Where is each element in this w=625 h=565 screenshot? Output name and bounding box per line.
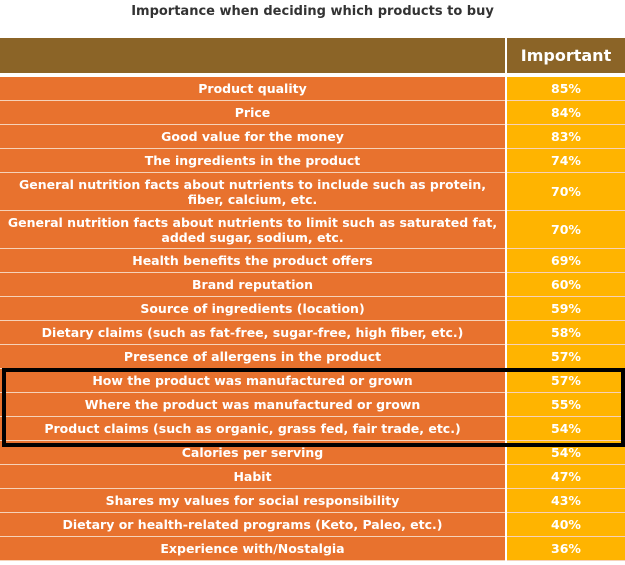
table-row: Experience with/Nostalgia 36% — [0, 536, 625, 561]
row-value: 74% — [506, 148, 625, 173]
row-label: General nutrition facts about nutrients … — [0, 210, 507, 249]
row-value: 70% — [506, 172, 625, 211]
table-title: Importance when deciding which products … — [131, 4, 494, 19]
table-row: Price 84% — [0, 100, 625, 125]
row-label: How the product was manufactured or grow… — [0, 368, 507, 393]
table-row: Source of ingredients (location) 59% — [0, 296, 625, 321]
row-value: 85% — [506, 77, 625, 101]
row-value: 60% — [506, 272, 625, 297]
row-label: Shares my values for social responsibili… — [0, 488, 507, 513]
table-row: Dietary or health-related programs (Keto… — [0, 512, 625, 537]
row-label: Where the product was manufactured or gr… — [0, 392, 507, 417]
row-label: Habit — [0, 464, 507, 489]
row-label: Source of ingredients (location) — [0, 296, 507, 321]
row-value: 58% — [506, 320, 625, 345]
row-value: 36% — [506, 536, 625, 561]
row-value: 57% — [506, 368, 625, 393]
row-label: Good value for the money — [0, 124, 507, 149]
row-value: 83% — [506, 124, 625, 149]
table-row: The ingredients in the product 74% — [0, 148, 625, 173]
table-row: Product claims (such as organic, grass f… — [0, 416, 625, 441]
table-row: Dietary claims (such as fat-free, sugar-… — [0, 320, 625, 345]
row-value: 40% — [506, 512, 625, 537]
header-row: Important — [0, 38, 625, 73]
header-label-cell — [0, 38, 507, 73]
highlight-box — [2, 368, 625, 447]
table-row: Where the product was manufactured or gr… — [0, 392, 625, 417]
table-row: Brand reputation 60% — [0, 272, 625, 297]
table-row: General nutrition facts about nutrients … — [0, 210, 625, 249]
row-label: General nutrition facts about nutrients … — [0, 172, 507, 211]
row-label: Dietary claims (such as fat-free, sugar-… — [0, 320, 507, 345]
row-label: Brand reputation — [0, 272, 507, 297]
table-row: Habit 47% — [0, 464, 625, 489]
row-value: 57% — [506, 344, 625, 369]
table-row: General nutrition facts about nutrients … — [0, 172, 625, 211]
row-label: Price — [0, 100, 507, 125]
row-label: Experience with/Nostalgia — [0, 536, 507, 561]
row-value: 55% — [506, 392, 625, 417]
row-value: 47% — [506, 464, 625, 489]
row-label: Dietary or health-related programs (Keto… — [0, 512, 507, 537]
table-row: Health benefits the product offers 69% — [0, 248, 625, 273]
row-label: The ingredients in the product — [0, 148, 507, 173]
table-row: Presence of allergens in the product 57% — [0, 344, 625, 369]
table-row: Good value for the money 83% — [0, 124, 625, 149]
table-row: Shares my values for social responsibili… — [0, 488, 625, 513]
row-value: 84% — [506, 100, 625, 125]
row-value: 54% — [506, 416, 625, 441]
row-label: Health benefits the product offers — [0, 248, 507, 273]
row-label: Product quality — [0, 77, 507, 101]
table-row: How the product was manufactured or grow… — [0, 368, 625, 393]
table-row: Product quality 85% — [0, 77, 625, 101]
row-value: 59% — [506, 296, 625, 321]
row-value: 69% — [506, 248, 625, 273]
importance-table: Important Product quality 85% Price 84% Good… — [0, 38, 625, 561]
row-label: Product claims (such as organic, grass f… — [0, 416, 507, 441]
row-value: 43% — [506, 488, 625, 513]
row-label: Presence of allergens in the product — [0, 344, 507, 369]
header-important: Important — [506, 38, 625, 73]
row-value: 70% — [506, 210, 625, 249]
